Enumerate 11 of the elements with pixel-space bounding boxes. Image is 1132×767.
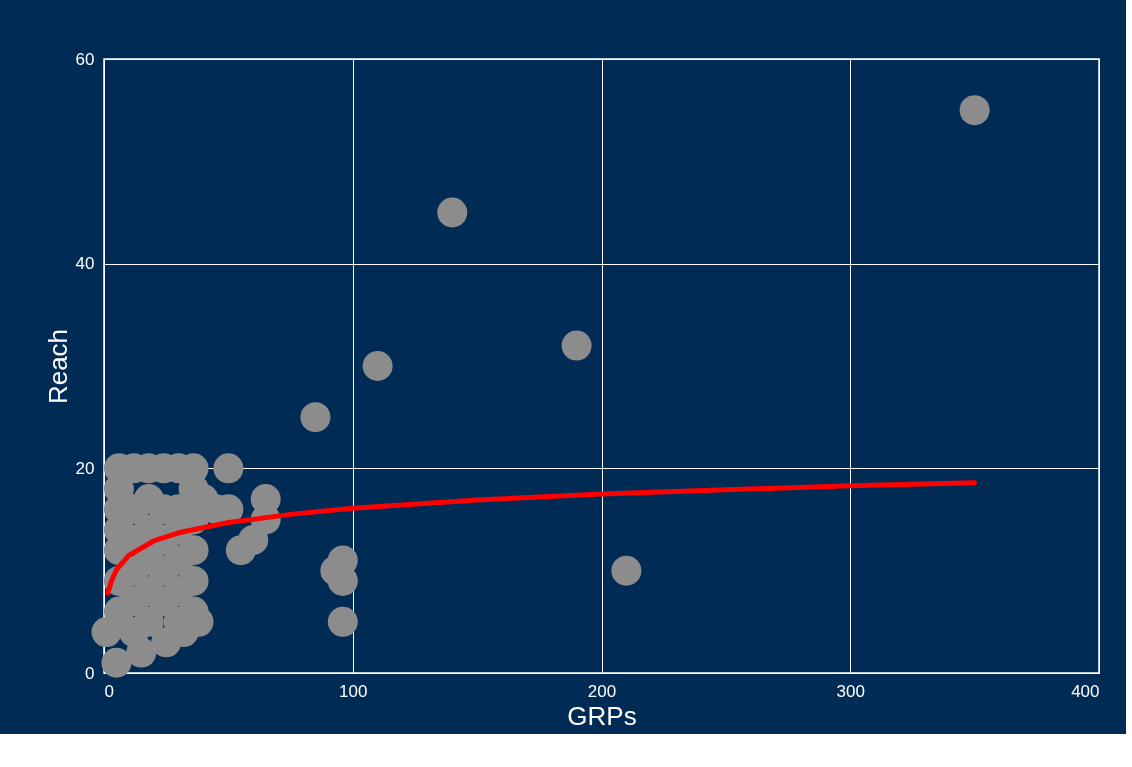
y-axis-title: Reach — [42, 328, 73, 405]
y-tick-label: 0 — [85, 663, 95, 683]
x-tick-label: 400 — [1071, 681, 1100, 701]
x-axis-title: GRPs — [567, 700, 637, 731]
y-tick-label: 40 — [75, 254, 95, 274]
y-tick-label: 20 — [75, 458, 95, 478]
x-tick-label: 200 — [587, 681, 617, 701]
x-tick-label: 100 — [339, 681, 368, 701]
x-tick-label: 0 — [104, 681, 114, 701]
y-tick-label: 60 — [75, 49, 95, 69]
x-tick-label: 300 — [836, 681, 865, 701]
